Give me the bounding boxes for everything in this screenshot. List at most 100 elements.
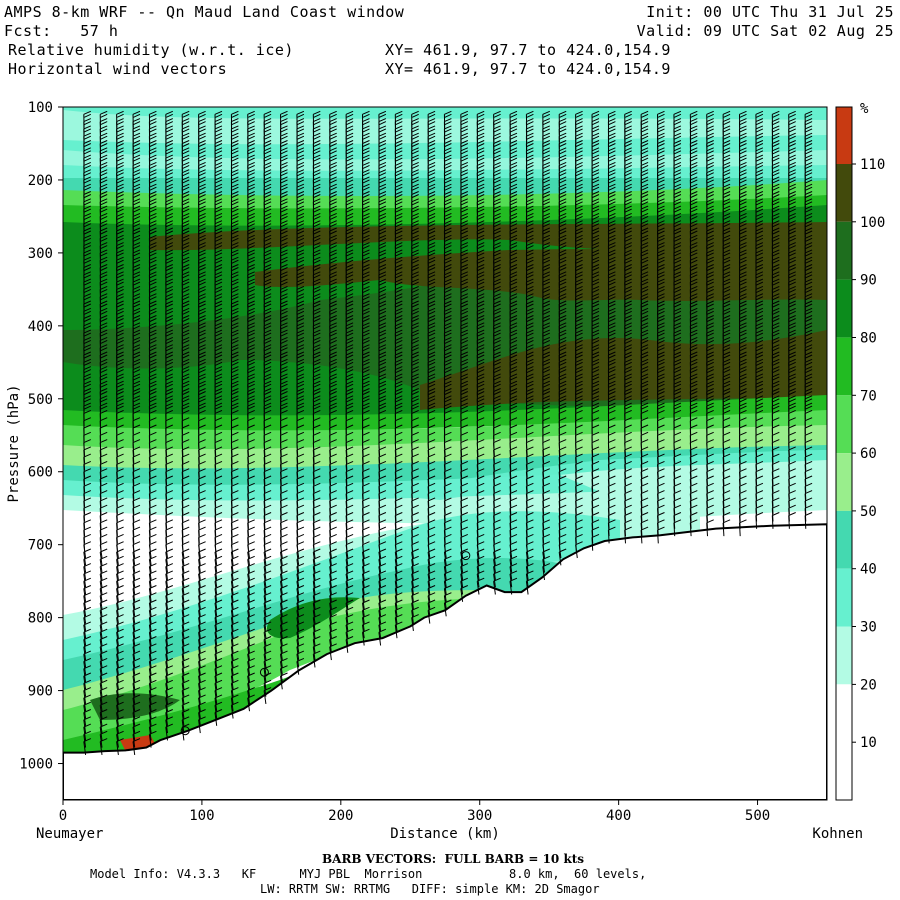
barb-flag — [100, 215, 108, 220]
barb-flag — [149, 388, 157, 392]
barb-flag — [100, 234, 108, 239]
barb-flag — [149, 318, 157, 322]
barb-flag — [83, 161, 91, 166]
barb-flag — [83, 380, 91, 385]
barb-flag — [166, 245, 174, 250]
barb-flag — [149, 716, 157, 721]
barb-flag — [116, 388, 124, 392]
barb-flag — [84, 296, 92, 301]
barb-flag — [165, 271, 173, 276]
barb-flag — [165, 212, 173, 217]
barb-flag — [100, 512, 108, 516]
barb-flag — [165, 140, 173, 144]
barb-flag — [132, 716, 141, 721]
barb-flag — [182, 113, 190, 118]
barb-flag — [100, 424, 108, 429]
barb-flag — [100, 716, 108, 721]
barb-flag — [83, 555, 91, 560]
barb-flag — [116, 237, 124, 242]
barb-flag — [149, 373, 157, 378]
barb-flag — [132, 643, 141, 648]
barb-flag — [182, 121, 190, 126]
barb-flag — [132, 519, 141, 524]
barb-flag — [149, 482, 157, 487]
barb-flag — [83, 679, 91, 684]
barb-flag — [133, 267, 141, 271]
barb-flag — [182, 110, 190, 115]
barb-flag — [166, 252, 174, 257]
barb-flag — [132, 147, 141, 152]
barb-flag — [132, 358, 141, 363]
barb-flag — [149, 237, 157, 242]
barb-flag — [100, 113, 108, 118]
barb-flag — [132, 271, 141, 276]
barb-flag — [132, 453, 141, 458]
barb-flag — [132, 526, 141, 531]
barb-flag — [149, 395, 157, 400]
wind-barb — [165, 723, 173, 741]
barb-flag — [116, 679, 124, 684]
barb-flag — [83, 694, 91, 699]
barb-flag — [165, 723, 173, 728]
barb-flag — [132, 497, 141, 502]
barb-flag — [132, 344, 141, 349]
barb-flag — [83, 271, 91, 276]
wind-barb — [116, 738, 124, 755]
barb-flag — [166, 303, 174, 308]
wind-barb — [99, 738, 108, 755]
barb-flag — [83, 577, 91, 582]
barb-flag — [100, 205, 108, 210]
barb-flag — [182, 161, 190, 166]
barb-flag — [116, 256, 124, 261]
barb-flag — [166, 274, 174, 279]
barb-flag — [116, 380, 124, 385]
barb-flag — [116, 351, 124, 356]
barb-flag — [116, 332, 124, 337]
barb-flag — [116, 490, 124, 495]
barb-flag — [116, 245, 124, 250]
barb-flag — [83, 424, 91, 429]
barb-flag — [116, 252, 124, 257]
barb-flag — [100, 121, 108, 126]
barb-flag — [132, 395, 141, 400]
barb-flag — [83, 249, 91, 254]
barb-flag — [100, 245, 108, 250]
barb-flag — [165, 395, 173, 400]
barb-flag — [133, 113, 141, 118]
barb-flag — [149, 577, 157, 582]
barb-flag — [149, 191, 157, 195]
barb-flag — [100, 701, 108, 706]
barb-flag — [132, 592, 141, 597]
barb-flag — [84, 215, 92, 220]
barb-flag — [132, 709, 141, 713]
barb-flag — [116, 147, 124, 152]
barb-flag — [149, 541, 157, 546]
barb-flag — [83, 176, 91, 181]
barb-flag — [83, 183, 91, 188]
barb-flag — [100, 274, 108, 279]
barb-flag — [100, 135, 108, 140]
barb-flag — [100, 380, 108, 385]
barb-flag — [83, 606, 91, 611]
barb-flag — [165, 555, 173, 560]
barb-flag — [100, 405, 108, 410]
barb-flag — [132, 636, 141, 640]
barb-flag — [83, 738, 91, 743]
barb-flag — [83, 446, 91, 451]
barb-flag — [116, 730, 124, 735]
barb-flag — [116, 186, 124, 191]
barb-flag — [83, 256, 91, 261]
barb-flag — [149, 205, 157, 210]
barb-flag — [116, 132, 124, 137]
barb-flag — [100, 318, 108, 322]
barb-flag — [100, 322, 108, 327]
barb-flag — [83, 140, 91, 144]
barb-flag — [149, 264, 157, 268]
barb-flag — [166, 215, 174, 220]
barb-flag — [133, 361, 141, 366]
barb-flag — [83, 541, 91, 546]
barb-flag — [149, 169, 157, 174]
barb-flag — [83, 212, 91, 217]
barb-flag — [83, 643, 91, 648]
